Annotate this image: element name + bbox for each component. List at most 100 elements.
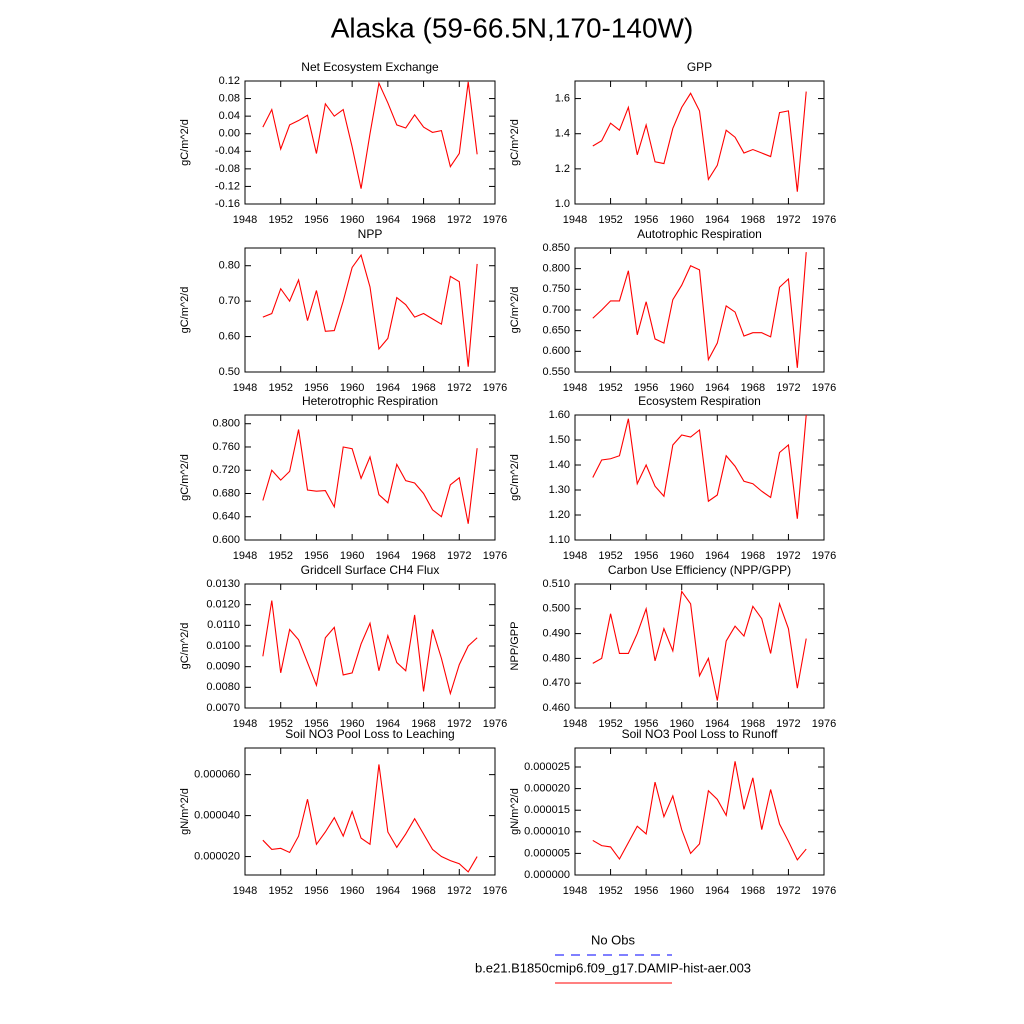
y-tick-label: 0.000020 (194, 850, 240, 862)
x-tick-label: 1960 (669, 885, 693, 897)
data-line (592, 91, 807, 192)
x-tick-label: 1956 (634, 718, 658, 730)
x-tick-label: 1952 (598, 214, 622, 226)
x-tick-label: 1948 (563, 214, 587, 226)
y-tick-label: 0.600 (212, 534, 240, 546)
y-axis-label: gC/m^2/d (509, 287, 521, 334)
y-tick-label: 0.0110 (207, 619, 240, 631)
y-tick-label: 0.0130 (206, 578, 240, 590)
y-tick-label: 0.000015 (524, 804, 570, 816)
x-tick-label: 1972 (447, 214, 471, 226)
data-line (592, 414, 807, 519)
y-tick-label: 0.000040 (194, 810, 240, 822)
x-tick-label: 1948 (233, 718, 257, 730)
y-tick-label: -0.08 (215, 163, 240, 175)
x-tick-label: 1972 (776, 382, 800, 394)
y-axis-label: NPP/GPP (509, 622, 521, 671)
y-tick-label: -0.16 (215, 198, 240, 210)
y-axis-label: gC/m^2/d (179, 454, 191, 501)
x-tick-label: 1952 (268, 550, 292, 562)
x-tick-label: 1948 (563, 718, 587, 730)
x-tick-label: 1968 (411, 550, 435, 562)
plot-frame (574, 583, 825, 709)
y-tick-label: 0.550 (542, 366, 570, 378)
y-axis-label: gC/m^2/d (509, 119, 521, 166)
x-tick-label: 1976 (812, 214, 836, 226)
y-tick-label: 0.800 (542, 263, 570, 275)
x-tick-label: 1956 (634, 214, 658, 226)
x-tick-label: 1976 (812, 718, 836, 730)
x-tick-label: 1956 (304, 885, 328, 897)
plot-frame (574, 414, 825, 541)
y-tick-label: 0.000010 (524, 826, 570, 838)
x-tick-label: 1960 (340, 885, 364, 897)
y-tick-label: 0.0080 (206, 681, 240, 693)
y-tick-label: 0.00 (219, 128, 240, 140)
x-tick-label: 1960 (340, 214, 364, 226)
x-tick-label: 1976 (483, 214, 507, 226)
data-line (262, 429, 478, 524)
y-tick-label: 0.000000 (524, 869, 570, 881)
x-tick-label: 1976 (483, 550, 507, 562)
figure-title: Alaska (59-66.5N,170-140W) (331, 12, 694, 43)
y-tick-label: 0.04 (219, 110, 240, 122)
x-tick-label: 1972 (447, 718, 471, 730)
y-tick-label: 0.510 (542, 578, 570, 590)
data-line (262, 764, 478, 873)
plot-frame (244, 80, 496, 205)
plot-frame (244, 247, 496, 373)
subplot-title: Ecosystem Respiration (638, 394, 761, 408)
plot-frame (244, 414, 496, 541)
y-tick-label: 1.0 (555, 198, 570, 210)
x-tick-label: 1956 (634, 550, 658, 562)
y-tick-label: 0.750 (542, 283, 570, 295)
y-axis-label: gN/m^2/d (509, 788, 521, 835)
y-tick-label: 1.60 (549, 409, 570, 421)
x-tick-label: 1956 (304, 718, 328, 730)
x-tick-label: 1948 (563, 382, 587, 394)
y-tick-label: 0.720 (212, 464, 240, 476)
x-tick-label: 1976 (483, 382, 507, 394)
x-tick-label: 1952 (268, 718, 292, 730)
y-tick-label: 0.850 (542, 242, 570, 254)
x-tick-label: 1964 (376, 550, 400, 562)
x-tick-label: 1956 (304, 550, 328, 562)
data-line (262, 253, 478, 367)
x-tick-label: 1964 (376, 382, 400, 394)
x-tick-label: 1964 (705, 214, 729, 226)
x-tick-label: 1968 (741, 214, 765, 226)
subplot-title: GPP (687, 60, 712, 74)
y-axis-label: gC/m^2/d (179, 119, 191, 166)
x-tick-label: 1964 (705, 382, 729, 394)
x-tick-label: 1968 (741, 718, 765, 730)
y-tick-label: 0.650 (542, 325, 570, 337)
y-tick-label: -0.12 (215, 180, 240, 192)
x-tick-label: 1960 (669, 382, 693, 394)
x-tick-label: 1956 (304, 382, 328, 394)
x-tick-label: 1968 (741, 382, 765, 394)
plot-frame (244, 747, 496, 876)
x-tick-label: 1964 (705, 885, 729, 897)
y-tick-label: 0.0070 (206, 702, 240, 714)
x-tick-label: 1976 (812, 382, 836, 394)
x-tick-label: 1964 (376, 214, 400, 226)
y-tick-label: 0.760 (212, 441, 240, 453)
y-tick-label: -0.04 (215, 145, 240, 157)
x-tick-label: 1956 (634, 885, 658, 897)
y-tick-label: 0.640 (212, 511, 240, 523)
y-tick-label: 0.680 (212, 487, 240, 499)
y-tick-label: 0.0090 (206, 661, 240, 673)
x-tick-label: 1972 (776, 885, 800, 897)
x-tick-label: 1952 (268, 382, 292, 394)
x-tick-label: 1972 (776, 718, 800, 730)
x-tick-label: 1968 (741, 550, 765, 562)
y-tick-label: 1.4 (555, 128, 570, 140)
x-tick-label: 1976 (812, 885, 836, 897)
subplot-title: Soil NO3 Pool Loss to Runoff (622, 727, 779, 741)
legend-label: No Obs (591, 932, 636, 947)
x-tick-label: 1964 (705, 550, 729, 562)
y-tick-label: 0.08 (219, 92, 240, 104)
y-axis-label: gC/m^2/d (179, 287, 191, 334)
data-line (262, 600, 478, 696)
